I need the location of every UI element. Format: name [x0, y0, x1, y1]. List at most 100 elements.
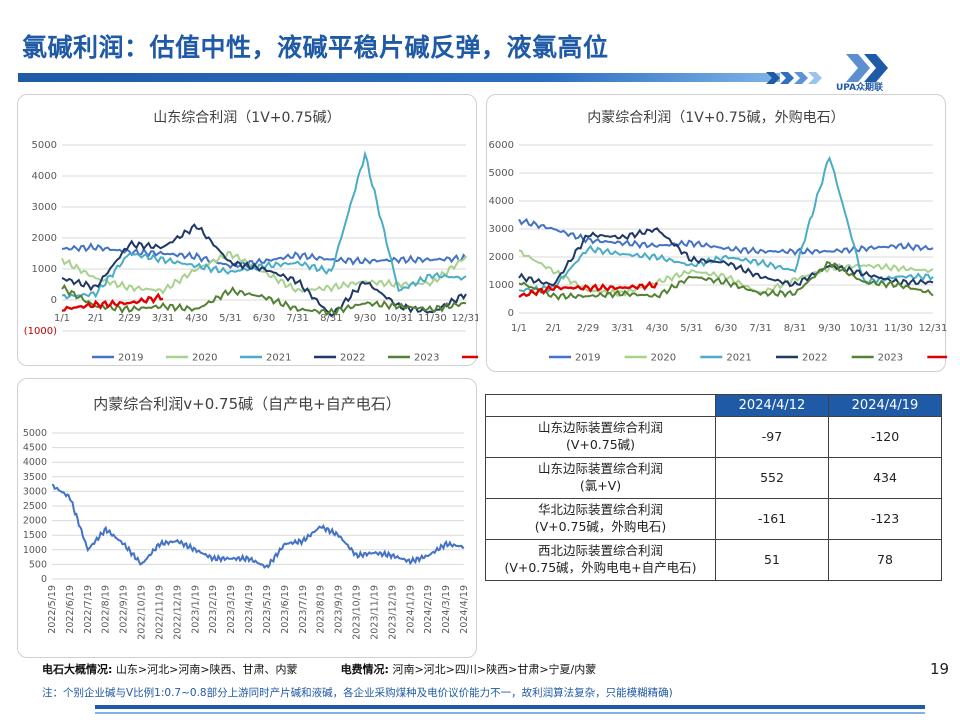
series-line-2024: [61, 292, 164, 312]
legend-label: 2022: [802, 353, 827, 364]
legend-label: 2021: [266, 353, 291, 364]
y-tick-label: 0: [51, 295, 57, 306]
x-tick-label: 9/30: [818, 323, 840, 334]
x-tick-label: 2022/7/19: [83, 585, 94, 634]
x-tick-label: 1/1: [54, 313, 70, 324]
y-tick-label: 3500: [23, 472, 47, 483]
series-line-2021: [518, 155, 934, 294]
x-tick-label: 2022/9/19: [119, 585, 130, 634]
y-tick-label: 5000: [32, 140, 57, 151]
row-label-line1: 华北边际装置综合利润: [537, 502, 663, 518]
table-row-label: 山东边际装置综合利润 (V+0.75碱): [485, 416, 716, 458]
legend-label: 2023: [878, 353, 903, 364]
x-tick-label: 8/31: [320, 313, 342, 324]
y-tick-label: 4000: [489, 196, 514, 207]
x-tick-label: 2024/1/19: [405, 585, 416, 634]
x-tick-label: 2/1: [545, 323, 561, 334]
x-tick-label: 2023/3/19: [226, 585, 237, 634]
x-tick-label: 2022/6/19: [65, 585, 76, 634]
notes-line: 电石大概情况: 山东>河北>河南>陕西、甘肃、内蒙 电费情况: 河南>河北>四川…: [42, 661, 596, 677]
x-tick-label: 10/31: [850, 323, 879, 334]
table-row: 山东边际装置综合利润 (氯+V) 552 434: [485, 457, 942, 499]
x-tick-label: 11/30: [418, 313, 447, 324]
carbide-text: 山东>河北>河南>陕西、甘肃、内蒙: [115, 663, 298, 676]
table-cell: -97: [715, 416, 829, 458]
series-line-2023: [518, 260, 934, 302]
x-tick-label: 3/31: [152, 313, 174, 324]
row-label-line1: 山东边际装置综合利润: [537, 420, 663, 436]
legend-label: 2023: [414, 353, 439, 364]
table-row-label: 山东边际装置综合利润 (氯+V): [485, 457, 716, 499]
series-line-2023: [61, 283, 467, 316]
series-line-main: [51, 483, 465, 569]
x-tick-label: 2023/1/19: [190, 585, 201, 634]
y-tick-label: 2000: [489, 252, 514, 263]
page-number: 19: [930, 660, 950, 678]
footer-rule-light: [95, 712, 925, 714]
row-label-line2: (V+0.75碱，外购电电+自产电石): [504, 560, 697, 575]
x-tick-label: 2/29: [118, 313, 140, 324]
y-tick-label: 2000: [23, 516, 47, 527]
x-tick-label: 2022/12/19: [172, 585, 183, 640]
table-cell: 434: [828, 457, 942, 499]
x-tick-label: 2023/9/19: [334, 585, 345, 634]
y-tick-label: 0: [508, 308, 514, 319]
table-row: 山东边际装置综合利润 (V+0.75碱) -97 -120: [485, 416, 942, 458]
chart-neimeng: 6000 5000 4000 3000 2000 1000 0 1/1 2/1 2/29 3/31 4…: [489, 140, 960, 364]
power-label: 电费情况:: [340, 663, 389, 676]
y-tick-label: 0: [41, 574, 47, 585]
chart-panel-neimeng-self: 内蒙综合利润v+0.75碱（自产电+自产电石） 5000 4500 4000 3500…: [17, 378, 477, 658]
table-row: 华北边际装置综合利润 (V+0.75碱，外购电石) -161 -123: [485, 498, 942, 540]
y-tick-label: 1000: [23, 545, 47, 556]
series-line-2022: [61, 223, 467, 318]
y-tick-label: 6000: [489, 140, 514, 151]
x-tick-label: 2023/4/19: [244, 585, 255, 634]
y-tick-label: 5000: [489, 168, 514, 179]
footnote: 注：个别企业碱与V比例1:0.7~0.8部分上游同时产片碱和液碱，各企业采购煤种…: [42, 687, 673, 699]
x-tick-label: 4/30: [185, 313, 207, 324]
x-tick-label: 2022/10/19: [137, 585, 148, 640]
x-tick-label: 4/30: [646, 323, 668, 334]
y-tick-label: 3000: [23, 486, 47, 497]
y-tick-label: 3000: [32, 202, 57, 213]
row-label-line2: (V+0.75碱): [565, 437, 636, 452]
row-label-line2: (V+0.75碱，外购电石): [534, 519, 667, 534]
legend-label: 2022: [340, 353, 365, 364]
y-tick-label: 1000: [489, 280, 514, 291]
table-cell: -120: [828, 416, 942, 458]
y-tick-label: 3000: [489, 224, 514, 235]
table-header-date-2: 2024/4/19: [828, 394, 942, 417]
legend-label: 2020: [192, 353, 217, 364]
table-cell: -161: [715, 498, 829, 540]
x-tick-label: 1/1: [511, 323, 527, 334]
chart-panel-shandong: 山东综合利润（1V+0.75碱） 5000 4000 3000 2000 1000 0 (1…: [17, 94, 513, 366]
x-tick-label: 12/31: [452, 313, 478, 324]
x-tick-label: 6/30: [253, 313, 275, 324]
x-tick-label: 10/31: [384, 313, 413, 324]
chart-title-neimeng: 内蒙综合利润（1V+0.75碱，外购电石）: [587, 110, 845, 126]
x-tick-label: 2023/2/19: [208, 585, 219, 634]
x-tick-label: 2022/11/19: [154, 585, 165, 640]
x-tick-label: 11/30: [884, 323, 913, 334]
chart-panel-neimeng: 内蒙综合利润（1V+0.75碱，外购电石） 6000 5000 4000 3000 20…: [486, 94, 960, 372]
y-tick-label: 2500: [23, 501, 47, 512]
x-tick-label: 7/31: [286, 313, 308, 324]
y-tick-label: 1000: [32, 264, 57, 275]
x-tick-label: 8/31: [784, 323, 806, 334]
x-tick-label: 2023/8/19: [316, 585, 327, 634]
y-tick-label: 4000: [23, 457, 47, 468]
series-line-2024: [518, 280, 659, 298]
x-tick-label: 2023/10/19: [352, 585, 363, 640]
row-label-line1: 西北边际装置综合利润: [537, 543, 663, 559]
table-row-label: 西北边际装置综合利润 (V+0.75碱，外购电电+自产电石): [485, 539, 716, 581]
header-chevrons: [766, 72, 822, 84]
y-tick-label: 4500: [23, 443, 47, 454]
y-tick-label: 2000: [32, 233, 57, 244]
x-tick-label: 9/30: [354, 313, 376, 324]
series-line-2019: [61, 242, 467, 269]
header-rule: [18, 73, 780, 82]
x-tick-label: 5/31: [219, 313, 241, 324]
series-line-2019: [518, 217, 934, 257]
table-header-row: 2024/4/12 2024/4/19: [485, 394, 942, 417]
y-tick-label: (1000): [24, 326, 57, 337]
